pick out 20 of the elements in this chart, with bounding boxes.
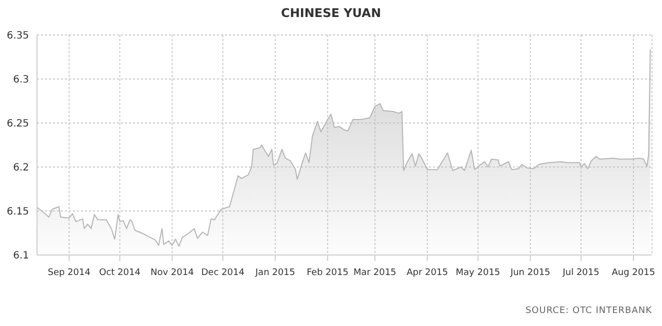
x-tick-label: Dec 2014 [201, 268, 245, 278]
x-tick-label: Sep 2014 [48, 268, 91, 278]
x-tick-label: Nov 2014 [150, 268, 194, 278]
x-tick-label: Jun 2015 [509, 268, 550, 278]
x-tick-label: Oct 2014 [99, 268, 141, 278]
y-tick-label: 6.1 [13, 250, 29, 262]
x-tick-label: Jan 2015 [254, 268, 296, 278]
x-tick-label: Apr 2015 [406, 268, 448, 278]
x-tick-label: May 2015 [456, 268, 500, 278]
y-tick-label: 6.35 [6, 30, 29, 42]
x-tick-label: Mar 2015 [354, 268, 396, 278]
chart-title: CHINESE YUAN [280, 6, 382, 20]
x-tick-label: Feb 2015 [306, 268, 348, 278]
source-note: SOURCE: OTC INTERBANK [525, 306, 652, 316]
x-tick-label: Jul 2015 [562, 268, 600, 278]
y-tick-label: 6.15 [6, 206, 29, 218]
y-tick-label: 6.25 [6, 118, 29, 130]
y-tick-label: 6.2 [13, 162, 29, 174]
x-tick-label: Aug 2015 [612, 268, 656, 278]
y-tick-label: 6.3 [13, 74, 29, 86]
